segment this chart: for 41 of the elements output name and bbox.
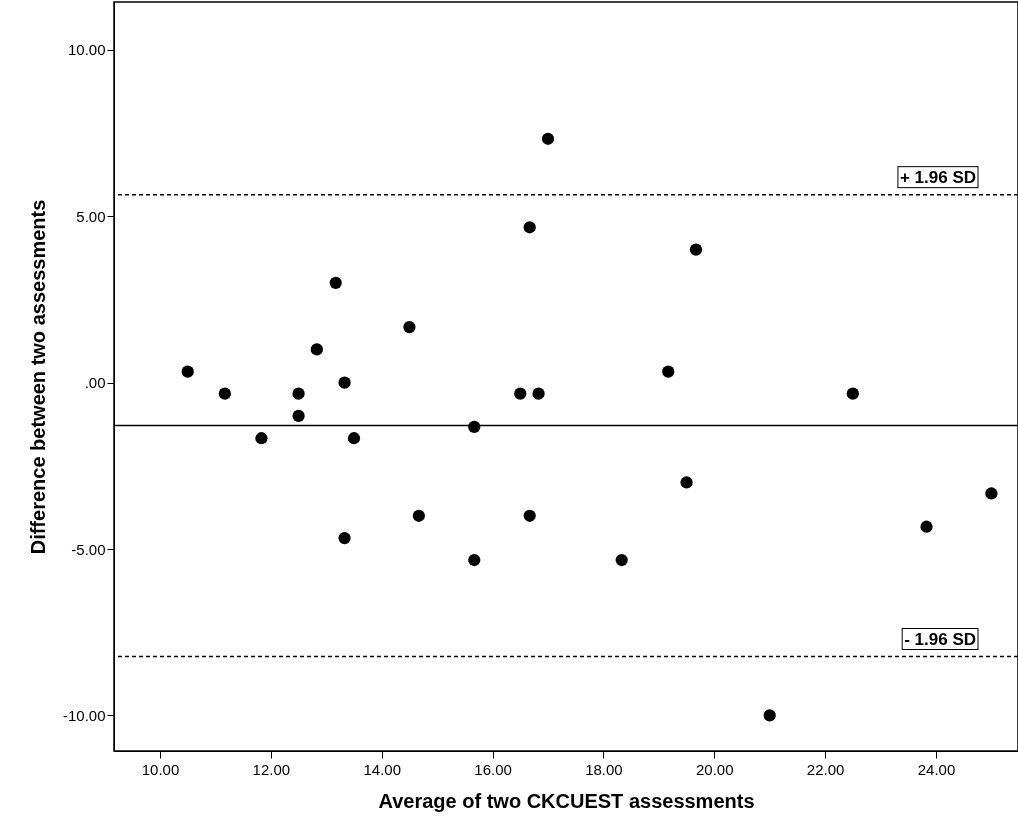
x-tick-label: 22.00	[806, 760, 845, 778]
point	[523, 509, 536, 522]
point	[338, 531, 351, 545]
point	[292, 387, 305, 400]
point	[615, 553, 628, 567]
point	[985, 487, 998, 500]
point	[920, 520, 933, 533]
point	[468, 553, 481, 567]
y-axis-title: Difference between two assessments	[26, 199, 49, 555]
x-tick-label: 12.00	[252, 760, 291, 778]
x-tick-label: 10.00	[141, 760, 180, 778]
x-axis-title: Average of two CKCUEST assessments	[378, 789, 755, 812]
x-tick-label: 14.00	[363, 760, 401, 778]
point	[541, 132, 555, 145]
point	[523, 221, 536, 234]
x-tick-label: 20.00	[695, 760, 734, 778]
x-tick-label: 16.00	[474, 760, 512, 778]
point	[514, 387, 527, 400]
point	[255, 432, 268, 445]
point	[680, 476, 693, 489]
point	[181, 365, 194, 378]
point	[662, 365, 675, 378]
point	[218, 387, 231, 400]
y-tick-label: -5.00	[71, 540, 106, 558]
point	[329, 276, 342, 289]
point	[403, 320, 416, 334]
point	[347, 432, 361, 445]
x-tick-label: 24.00	[917, 760, 956, 778]
point	[412, 509, 425, 522]
x-tick-label: 18.00	[585, 760, 623, 778]
point	[846, 387, 859, 400]
point	[310, 343, 323, 356]
point	[532, 387, 545, 400]
point	[292, 409, 305, 423]
y-tick-label: .00	[84, 374, 106, 392]
y-tick-label: 5.00	[76, 207, 106, 225]
point	[338, 376, 351, 389]
y-tick-label: 10.00	[67, 41, 106, 59]
y-tick-label: -10.00	[62, 706, 106, 724]
point	[689, 243, 703, 256]
point	[763, 709, 776, 722]
